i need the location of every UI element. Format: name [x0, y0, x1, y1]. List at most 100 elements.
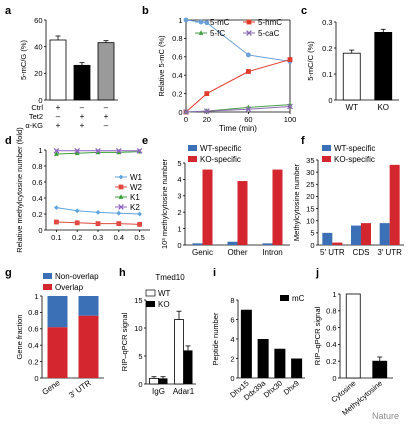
- panel-h-ylabel: RIP–qPCR signal: [120, 312, 129, 371]
- panel-c-xtick-label: WT: [346, 103, 359, 112]
- panel-b-point: [203, 108, 210, 114]
- panel-e-letter: e: [142, 135, 148, 147]
- panel-j-bar-1: [372, 360, 388, 379]
- panel-d-point: [54, 151, 59, 156]
- panel-a-condition-label-0: Ctrl: [31, 103, 43, 112]
- panel-d-point: [74, 208, 80, 214]
- panel-e-legend-0-swatch: [188, 145, 197, 151]
- panel-f-xtick-label: 5′ UTR: [320, 248, 345, 257]
- panel-a-condition-mark: +: [56, 103, 61, 112]
- panel-i-ylabel: Peptide number: [211, 312, 220, 365]
- panel-d-point: [136, 147, 143, 154]
- panel-e-bar: [237, 181, 248, 245]
- panel-d-ytick-label: 0.4: [32, 194, 42, 203]
- panel-e-bar: [272, 169, 283, 245]
- panel-f-ytick-label: 30: [306, 168, 314, 177]
- panel-b-xtick-label: 60: [244, 115, 252, 124]
- panel-h-bar: [174, 319, 184, 385]
- panel-a-bar-1: [73, 64, 91, 101]
- panel-c-letter: c: [301, 5, 307, 17]
- panel-h-bar: [149, 377, 159, 385]
- panel-d-point: [115, 147, 122, 154]
- panel-c-bar-1: [374, 32, 393, 101]
- panel-b-ytick-label: 0.2: [172, 89, 182, 98]
- panel-d-point: [95, 210, 101, 215]
- panel-b-ylabel: Relative 5-mC (%): [157, 35, 166, 97]
- panel-b-legend-0-label: 5-mC: [210, 18, 230, 27]
- panel-g-bar-segment: [78, 315, 99, 378]
- panel-g-legend-0-swatch: [43, 273, 52, 279]
- panel-d-ytick-label: 0.8: [32, 162, 42, 171]
- panel-i-ytick-label: 8: [230, 296, 234, 305]
- panel-f-bar: [332, 242, 343, 245]
- panel-g-letter: g: [5, 267, 12, 279]
- panel-a-condition-label-1: Tet2: [29, 112, 43, 121]
- panel-b-xtick-label: 20: [203, 115, 211, 124]
- panel-a-condition-label-2: α-KG: [25, 121, 43, 130]
- panel-d-point: [116, 221, 122, 226]
- panel-a-condition-mark: +: [104, 112, 109, 121]
- panel-e-xtick-label: Genic: [192, 248, 213, 257]
- panel-h-ytick-label: 10: [134, 324, 142, 333]
- panel-b-xtick-label: 100: [284, 115, 297, 124]
- panel-d-xtick-label: 0.5: [134, 233, 144, 242]
- panel-h-xtick-label: IgG: [152, 387, 165, 396]
- panel-a-condition-mark: –: [80, 103, 85, 112]
- panel-b-point: [183, 109, 189, 115]
- panel-j-ytick-label: 0.2: [326, 357, 336, 366]
- panel-f-ytick-label: 25: [306, 180, 314, 189]
- panel-g-ytick-label: 0.4: [28, 341, 38, 350]
- panel-d-legend-0-label: W1: [130, 173, 143, 182]
- panel-i-ytick-label: 6: [230, 315, 234, 324]
- panel-b-legend-1-marker: [246, 19, 252, 25]
- panel-d-xtick-label: 0.2: [72, 233, 82, 242]
- panel-a-letter: a: [5, 5, 12, 17]
- panel-b-ytick-label: 1: [178, 16, 182, 25]
- panel-d-point: [116, 210, 122, 216]
- panel-f-bar: [351, 225, 361, 245]
- panel-a-condition-mark: –: [104, 103, 109, 112]
- panel-b-point: [246, 52, 251, 58]
- panel-b-legend-3-marker: [246, 30, 252, 36]
- panel-a-condition-mark: –: [104, 121, 109, 130]
- panel-h-legend-0-label: WT: [158, 289, 171, 298]
- panel-g-ytick-label: 0.2: [28, 357, 38, 366]
- panel-e-xtick-label: Other: [227, 248, 247, 257]
- panel-i-legend-0-label: mC: [292, 294, 305, 303]
- panel-g-legend-0-label: Non-overlap: [55, 272, 99, 281]
- panel-h-legend-1-swatch: [146, 301, 155, 307]
- panel-h-letter: h: [119, 267, 126, 279]
- panel-d-point: [116, 149, 122, 155]
- panel-e-bar: [262, 243, 273, 245]
- panel-a-condition-mark: +: [80, 121, 85, 130]
- panel-f-ytick-label: 20: [306, 192, 314, 201]
- panel-f-bar: [389, 164, 400, 245]
- panel-c-ytick-label: 0.3: [322, 18, 332, 27]
- panel-b-ytick-label: 0.4: [172, 71, 182, 80]
- panel-d-legend-2-label: K1: [130, 193, 140, 202]
- panel-b-ytick-label: 0.8: [172, 34, 182, 43]
- panel-f-bar: [379, 223, 390, 245]
- panel-e-ylabel: 10³ methylcytosine number: [160, 158, 169, 249]
- panel-c-bar-0: [342, 52, 361, 101]
- panel-d-point: [54, 219, 59, 225]
- panel-d-ytick-label: 0.2: [32, 210, 42, 219]
- panel-h-legend-1-label: KO: [158, 300, 170, 309]
- panel-i-ytick-label: 2: [230, 354, 234, 363]
- panel-b-point: [246, 69, 251, 74]
- panel-d-point: [74, 220, 80, 226]
- panel-b-legend-2-marker: [198, 30, 204, 35]
- panel-h-ytick-label: 5: [138, 352, 142, 361]
- panel-g-bar-segment: [78, 296, 99, 316]
- panel-g-legend-1-label: Overlap: [55, 283, 84, 292]
- panel-i-bar-2: [274, 348, 286, 378]
- panel-b-point: [183, 17, 189, 23]
- panel-i-ytick-label: 4: [230, 335, 234, 344]
- panel-f-xtick-label: 3′ UTR: [377, 248, 402, 257]
- panel-b-legend-1-label: 5-hmC: [258, 18, 282, 27]
- panel-b-line-3: [185, 105, 291, 113]
- panel-i-xtick-label: Dhx9: [282, 379, 301, 397]
- panel-i-xtick-label: Dhx30: [262, 379, 284, 400]
- panel-j-letter: j: [315, 267, 319, 279]
- panel-i-bar-3: [291, 358, 303, 378]
